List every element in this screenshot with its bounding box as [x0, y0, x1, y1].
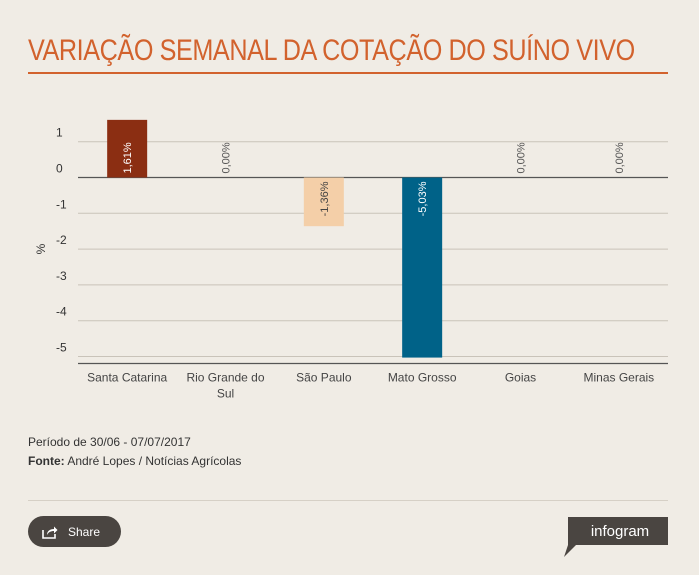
infogram-brand-text: infogram — [591, 523, 649, 540]
share-button[interactable]: Share — [28, 516, 121, 547]
bar-layer — [107, 119, 443, 358]
data-label: 0,00% — [614, 142, 626, 173]
bar-chart: 1 0 -1 -2 -3 -4 -5% 1,61% Santa Catarina 0,00% Rio… — [34, 119, 668, 401]
category-label: Santa Catarina — [87, 371, 167, 385]
period-note: Período de 30/06 - 07/07/2017 — [28, 435, 191, 449]
data-label: 0,00% — [516, 142, 528, 173]
y-tick-label: -2 — [56, 233, 67, 247]
bar[interactable] — [303, 177, 344, 227]
data-label: -5,03% — [417, 181, 429, 216]
title-underline — [28, 72, 668, 74]
infogram-logo[interactable]: infogram — [562, 517, 668, 557]
data-label: -1,36% — [319, 181, 331, 216]
source-label: Fonte: — [28, 454, 65, 468]
bar[interactable] — [107, 119, 148, 178]
y-tick-label: -4 — [56, 305, 67, 319]
category-label: São Paulo — [296, 371, 352, 385]
y-axis-label: % — [34, 243, 48, 254]
y-tick-label: -5 — [56, 341, 67, 355]
share-label: Share — [68, 524, 101, 539]
share-icon — [42, 526, 58, 539]
category-label: Minas Gerais — [583, 371, 654, 385]
chart-footer: Período de 30/06 - 07/07/2017 Fonte: And… — [28, 433, 241, 471]
data-label: 0,00% — [221, 142, 233, 173]
chart-title: VARIAÇÃO SEMANAL DA COTAÇÃO DO SUÍNO VIV… — [28, 34, 635, 67]
footer-divider — [28, 500, 668, 501]
y-tick-label: -1 — [56, 197, 67, 211]
category-label: Mato Grosso — [388, 371, 457, 385]
grid-layer — [78, 141, 668, 365]
category-label: Sul — [217, 387, 234, 401]
category-label: Rio Grande do — [186, 371, 264, 385]
category-label: Goias — [505, 371, 536, 385]
source-note: Fonte: André Lopes / Notícias Agrícolas — [28, 452, 241, 471]
y-tick-label: 1 — [56, 126, 63, 140]
y-tick-label: 0 — [56, 162, 63, 176]
y-tick-label: -3 — [56, 269, 67, 283]
bar[interactable] — [402, 177, 443, 358]
source-text: André Lopes / Notícias Agrícolas — [64, 454, 242, 468]
label-layer: 1 0 -1 -2 -3 -4 -5% 1,61% Santa Catarina 0,00% Rio… — [34, 126, 654, 401]
data-label: 1,61% — [122, 142, 134, 173]
